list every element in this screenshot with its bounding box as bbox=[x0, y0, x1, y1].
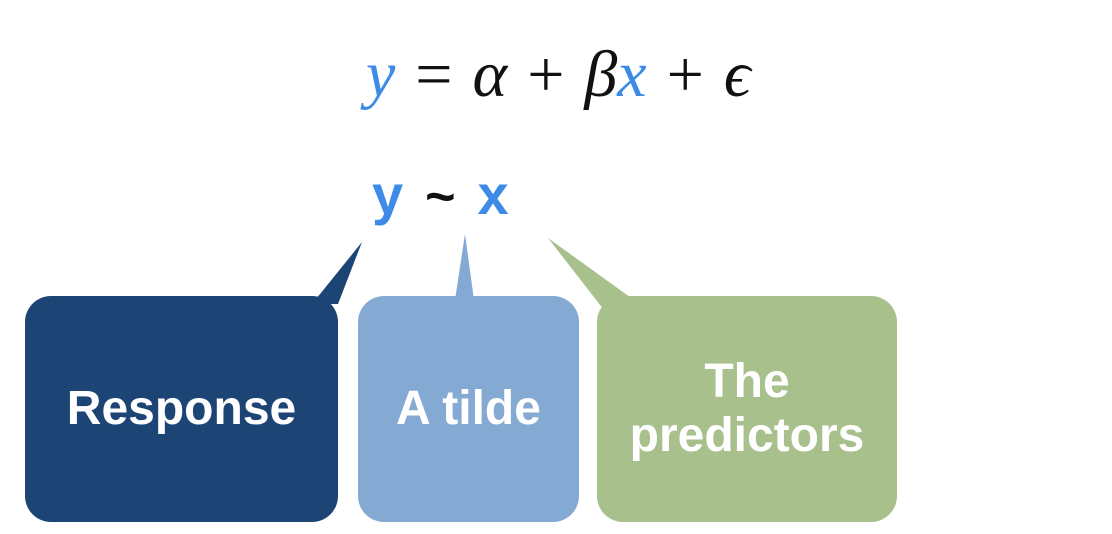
formula-response: y bbox=[372, 163, 404, 226]
r-formula: y ~ x bbox=[372, 160, 509, 230]
response-callout: Response bbox=[25, 296, 338, 522]
predictors-pointer bbox=[548, 238, 634, 310]
equation-response-var: y bbox=[366, 38, 396, 111]
model-equation: y = α + βx + ϵ bbox=[366, 30, 750, 120]
response-label: Response bbox=[66, 382, 297, 435]
predictors-label: The predictors bbox=[629, 355, 865, 462]
equation-beta: β bbox=[584, 38, 618, 111]
tilde-callout: A tilde bbox=[358, 296, 579, 522]
formula-tilde: ~ bbox=[425, 168, 456, 226]
response-pointer bbox=[312, 242, 362, 304]
equation-equals-sign: = bbox=[415, 38, 453, 111]
equation-plus-sign: + bbox=[527, 38, 565, 111]
tilde-pointer bbox=[455, 234, 474, 300]
equation-alpha: α bbox=[472, 38, 508, 111]
equation-predictor-var: x bbox=[617, 38, 647, 111]
equation-plus-sign-2: + bbox=[666, 38, 704, 111]
formula-predictor: x bbox=[477, 163, 509, 226]
equation-epsilon: ϵ bbox=[723, 38, 751, 111]
predictors-callout: The predictors bbox=[597, 296, 897, 522]
tilde-label: A tilde bbox=[396, 382, 541, 435]
